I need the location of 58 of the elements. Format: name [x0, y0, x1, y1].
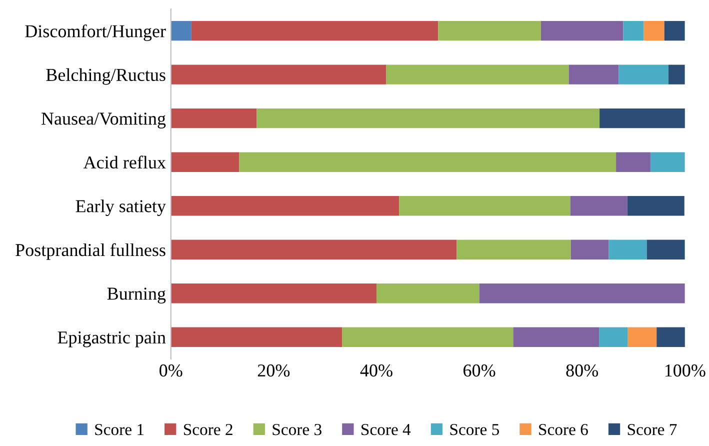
- y-tick-label: Acid reflux: [83, 156, 166, 169]
- x-tick-label: 80%: [566, 364, 598, 377]
- bar: [256, 108, 600, 128]
- y-tick-label: Early satiety: [76, 200, 166, 216]
- x-tick-label: 0%: [160, 364, 182, 377]
- bar: [570, 240, 609, 260]
- bar: [342, 327, 514, 347]
- bar: [608, 240, 647, 260]
- legend-label: Score 4: [362, 424, 411, 436]
- bar: [456, 240, 571, 260]
- legend-label: Score 7: [628, 424, 677, 436]
- bar: [170, 64, 386, 84]
- bar: [438, 20, 541, 41]
- bar: [600, 108, 685, 128]
- bar: [664, 20, 685, 41]
- bar: [170, 284, 376, 304]
- x-tick-label: 20%: [258, 364, 290, 377]
- legend-label: Score 3: [272, 424, 322, 436]
- bar: [627, 196, 684, 216]
- bar: [646, 240, 685, 260]
- bar: [386, 64, 569, 84]
- legend-label: Score 5: [450, 424, 499, 436]
- bar: [599, 327, 628, 347]
- bar: [668, 64, 685, 84]
- bar: [644, 20, 664, 41]
- y-tick-label: Epigastric pain: [58, 331, 166, 348]
- bar: [170, 196, 400, 216]
- bar: [650, 152, 685, 172]
- y-tick-label: Belching/Ructus: [46, 68, 166, 85]
- bar: [170, 327, 342, 347]
- bar: [568, 64, 619, 84]
- bar: [628, 327, 657, 347]
- bar: [170, 20, 192, 41]
- x-tick-label: 100%: [665, 364, 706, 377]
- bar: [170, 152, 240, 172]
- bar: [513, 327, 600, 347]
- bar: [479, 284, 685, 304]
- bar: [623, 20, 644, 41]
- x-tick-label: 40%: [360, 364, 392, 377]
- legend-label: Score 6: [539, 424, 588, 436]
- y-tick-label: Discomfort/Hunger: [25, 24, 166, 42]
- bar: [191, 20, 438, 41]
- bar: [656, 327, 685, 347]
- legend-label: Score 1: [95, 424, 144, 436]
- bar: [618, 64, 668, 84]
- bar: [540, 20, 624, 41]
- bar: [399, 196, 570, 216]
- y-tick-label: Postprandial fullness: [16, 243, 166, 260]
- y-tick-label: Burning: [107, 288, 166, 304]
- bar: [170, 108, 257, 128]
- bar: [239, 152, 616, 172]
- bar: [170, 240, 457, 260]
- legend-label: Score 2: [184, 424, 232, 436]
- bar: [616, 152, 650, 172]
- bar: [376, 284, 480, 304]
- y-tick-label: Nausea/Vomiting: [41, 112, 166, 128]
- bar: [570, 196, 628, 216]
- x-tick-label: 60%: [464, 364, 496, 377]
